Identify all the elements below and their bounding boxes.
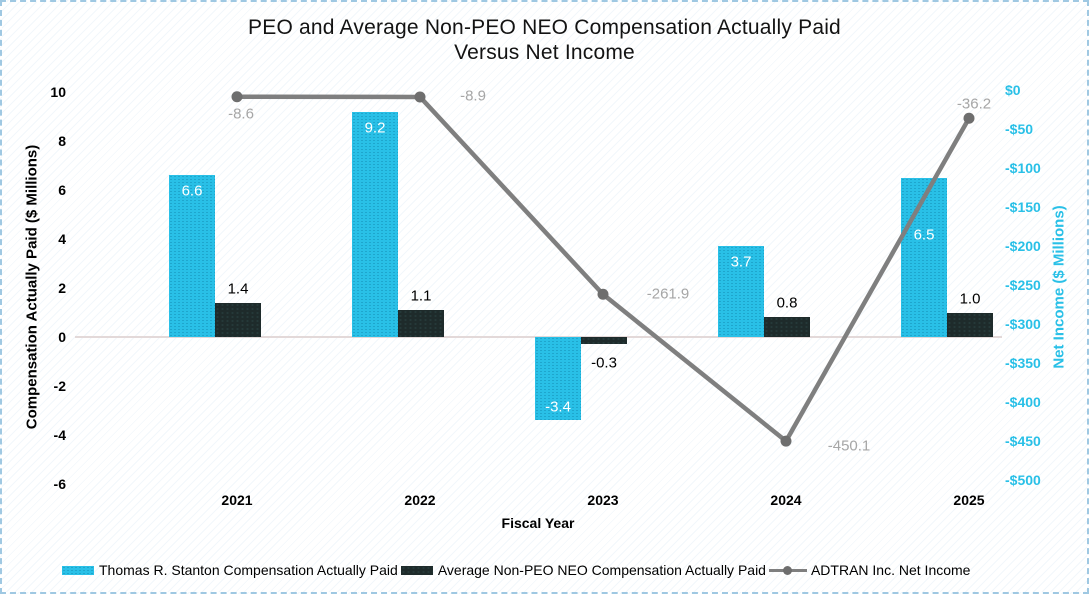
- bar-neo: [764, 317, 810, 337]
- y-tick-right: -$450: [1005, 433, 1041, 449]
- y-tick-left: -2: [53, 378, 66, 394]
- legend-swatch-neo: [400, 565, 433, 575]
- bar-value-label: 1.0: [959, 290, 981, 307]
- x-axis-title: Fiscal Year: [501, 515, 575, 531]
- bar-value-label: 6.6: [181, 182, 203, 200]
- bar-peo: [535, 337, 581, 421]
- legend-label-neo: Average Non-PEO NEO Compensation Actuall…: [437, 562, 766, 578]
- bar-value-label: 9.2: [364, 119, 386, 137]
- bar-value-label: 1.4: [227, 280, 249, 298]
- x-tick-year: 2022: [404, 492, 436, 508]
- bar-peo: [901, 177, 947, 337]
- bar-value-label: 3.7: [730, 253, 752, 271]
- y-tick-left: 6: [58, 182, 66, 198]
- y-tick-right: -$150: [1005, 199, 1041, 215]
- y-tick-right: -$100: [1005, 160, 1041, 176]
- y-tick-left: 4: [58, 231, 66, 247]
- y-tick-left: 10: [50, 84, 66, 100]
- line-value-label: -450.1: [827, 437, 871, 455]
- y-tick-right: $0: [1005, 82, 1021, 98]
- bar-neo: [215, 302, 261, 337]
- bar-neo: [398, 310, 444, 337]
- legend-swatch-peo: [62, 565, 94, 575]
- line-point: [414, 91, 426, 103]
- line-value-label: -8.9: [460, 87, 486, 105]
- y-tick-right: -$400: [1005, 394, 1041, 410]
- bar-peo: [352, 111, 398, 337]
- y-tick-right: -$250: [1005, 277, 1041, 293]
- bar-value-label: -3.4: [545, 398, 571, 416]
- x-tick-year: 2025: [953, 492, 985, 508]
- y-tick-left: 8: [58, 133, 66, 149]
- y-tick-right: -$300: [1005, 316, 1041, 332]
- legend-item-net-income: ADTRAN Inc. Net Income: [768, 562, 971, 578]
- line-value-label: -36.2: [956, 95, 992, 113]
- line-value-label: -261.9: [646, 285, 690, 303]
- y-tick-left: -6: [53, 476, 66, 492]
- legend-label-net-income: ADTRAN Inc. Net Income: [810, 562, 971, 578]
- line-point: [597, 288, 609, 300]
- x-tick-year: 2021: [221, 492, 253, 508]
- chart-title-line1: PEO and Average Non-PEO NEO Compensation…: [248, 16, 841, 39]
- y-tick-right: -$50: [1005, 121, 1034, 137]
- bar-value-label: 6.5: [913, 226, 935, 244]
- line-point: [780, 435, 792, 447]
- y-tick-left: -4: [53, 427, 66, 443]
- bar-peo: [718, 246, 764, 337]
- y-tick-right: -$350: [1005, 355, 1041, 371]
- bar-value-label: -0.3: [591, 354, 617, 372]
- y-tick-left: 0: [58, 329, 66, 345]
- bar-peo: [169, 175, 215, 337]
- bar-neo: [947, 312, 993, 337]
- bar-value-label: 0.8: [776, 294, 798, 312]
- chart-title-line2: Versus Net Income: [454, 41, 635, 64]
- legend-line-marker-icon: [768, 565, 807, 575]
- y-tick-left: 2: [58, 280, 66, 296]
- y-tick-right: -$500: [1005, 472, 1041, 488]
- legend-label-peo: Thomas R. Stanton Compensation Actually …: [99, 562, 398, 578]
- legend-item-neo: Average Non-PEO NEO Compensation Actuall…: [400, 562, 766, 578]
- x-tick-year: 2023: [587, 492, 619, 508]
- legend-item-peo: Thomas R. Stanton Compensation Actually …: [62, 562, 398, 578]
- line-point: [231, 91, 243, 103]
- bar-neo: [581, 337, 627, 345]
- bar-value-label: 1.1: [410, 287, 432, 305]
- line-point: [963, 112, 975, 124]
- legend: Thomas R. Stanton Compensation Actually …: [62, 562, 1072, 578]
- y-tick-right: -$200: [1005, 238, 1041, 254]
- line-value-label: -8.6: [228, 105, 254, 123]
- x-tick-year: 2024: [770, 492, 802, 508]
